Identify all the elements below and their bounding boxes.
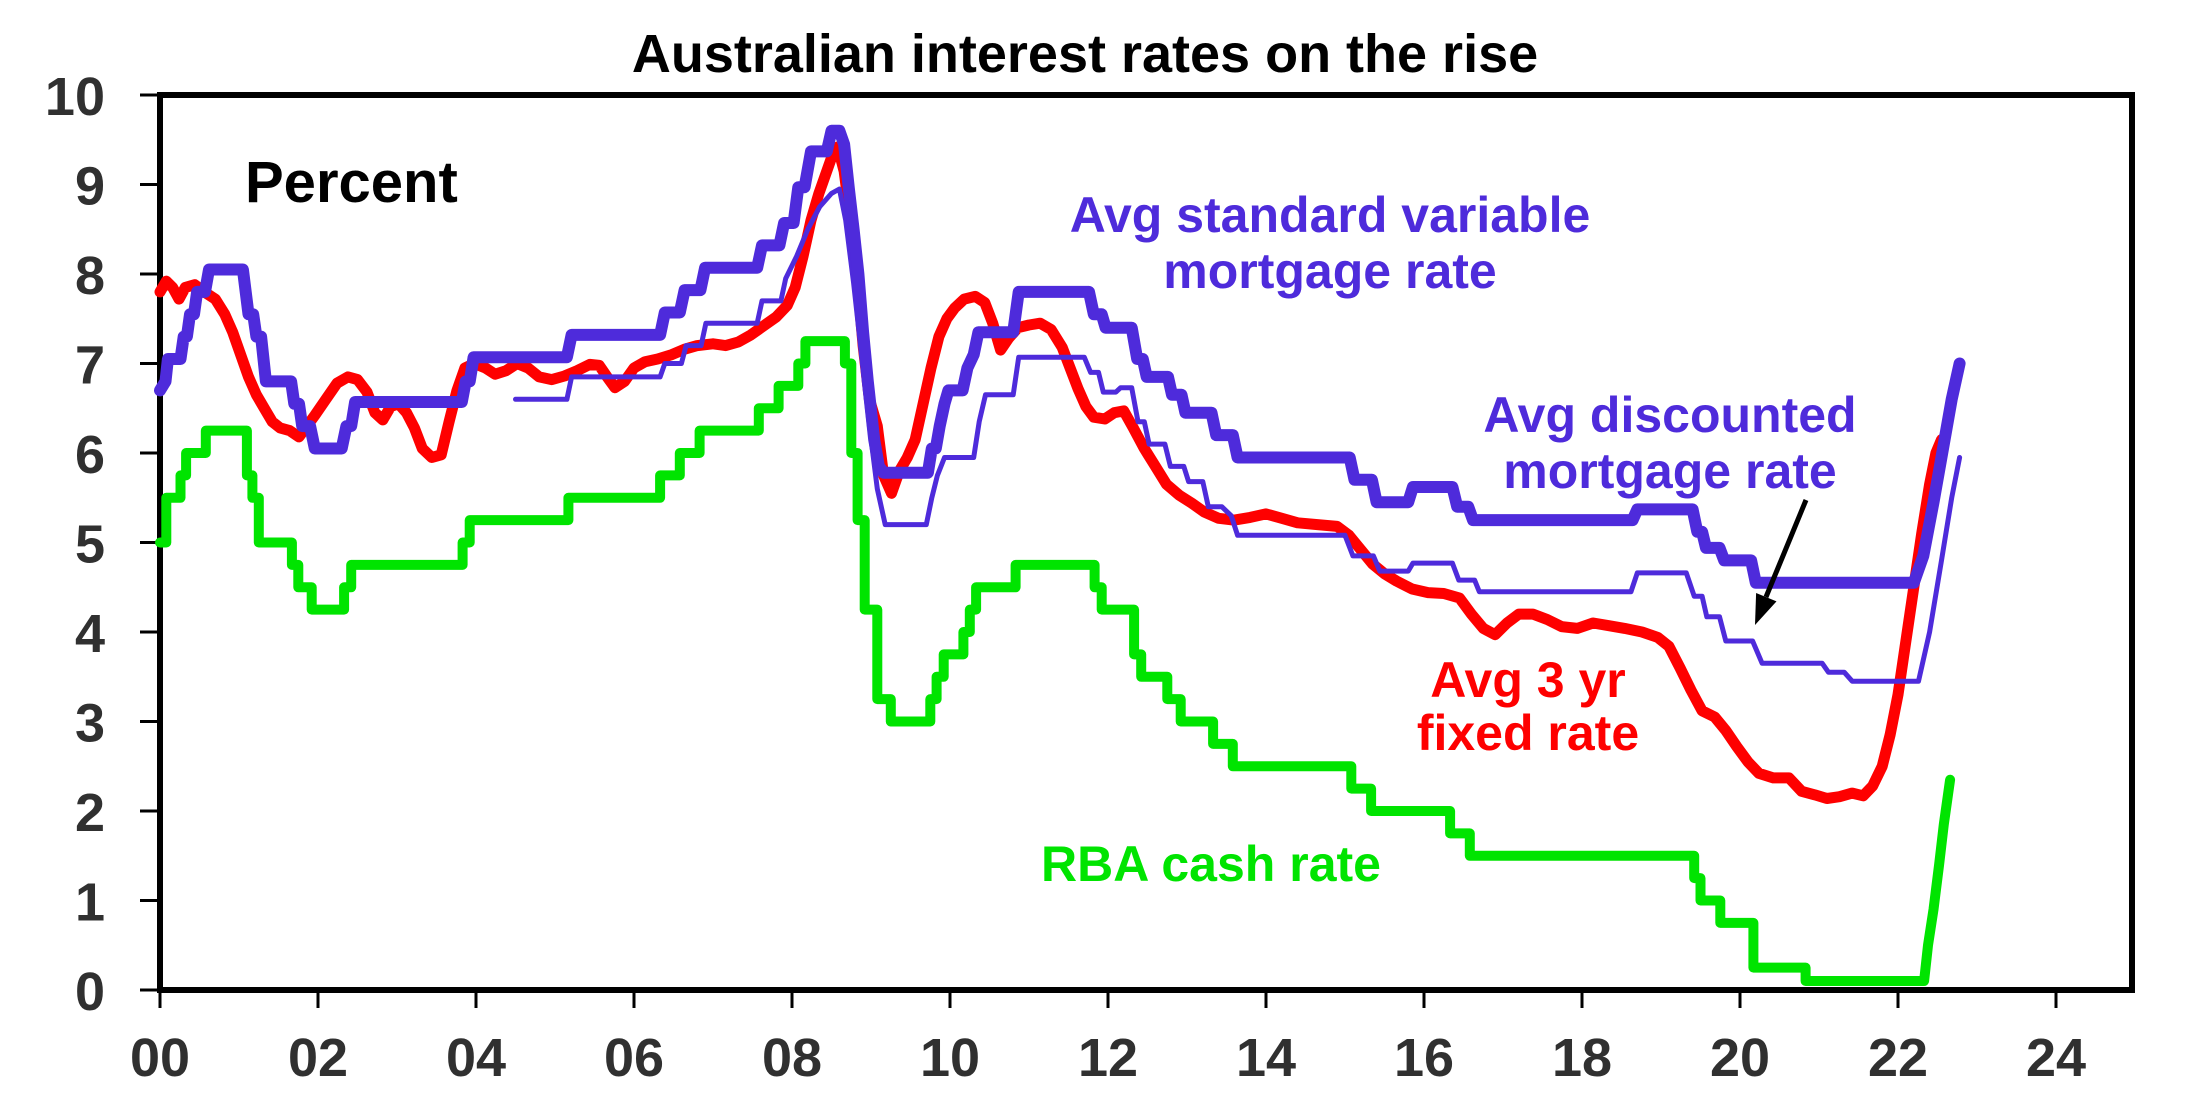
series-lines bbox=[154, 124, 1966, 986]
y-tick-label: 4 bbox=[75, 604, 105, 664]
x-tick-label: 14 bbox=[1236, 1028, 1296, 1088]
label-std-variable-line2: mortgage rate bbox=[1163, 243, 1496, 299]
x-tick-label: 10 bbox=[920, 1028, 980, 1088]
y-tick-label: 9 bbox=[75, 157, 105, 217]
x-tick-label: 02 bbox=[288, 1028, 348, 1088]
y-tick-label: 2 bbox=[75, 783, 105, 843]
series-avg-discounted-mortgage-rate bbox=[513, 186, 1963, 684]
y-tick-label: 7 bbox=[75, 336, 105, 396]
discounted-annotation-arrow bbox=[1755, 499, 1809, 625]
x-tick-label: 06 bbox=[604, 1028, 664, 1088]
label-discounted-line1: Avg discounted bbox=[1483, 387, 1856, 443]
x-tick-label: 16 bbox=[1394, 1028, 1454, 1088]
y-axis-unit-label: Percent bbox=[245, 150, 458, 215]
y-axis-ticks: 0 1 2 3 4 5 6 7 8 9 10 bbox=[45, 67, 160, 1022]
x-tick-label: 24 bbox=[2026, 1028, 2086, 1088]
series-rba-cash-rate bbox=[155, 336, 1956, 986]
x-tick-label: 08 bbox=[762, 1028, 822, 1088]
y-tick-label: 6 bbox=[75, 425, 105, 485]
y-tick-label: 8 bbox=[75, 246, 105, 306]
y-tick-label: 3 bbox=[75, 694, 105, 754]
chart-title: Australian interest rates on the rise bbox=[632, 24, 1538, 84]
y-tick-label: 5 bbox=[75, 515, 105, 575]
label-discounted-line2: mortgage rate bbox=[1503, 443, 1836, 499]
x-tick-label: 22 bbox=[1868, 1028, 1928, 1088]
series-avg-standard-variable-mortgage-rate bbox=[154, 124, 1966, 589]
x-tick-label: 00 bbox=[130, 1028, 190, 1088]
label-fixed-line1: Avg 3 yr bbox=[1430, 652, 1625, 708]
x-tick-label: 20 bbox=[1710, 1028, 1770, 1088]
y-tick-label: 0 bbox=[75, 962, 105, 1022]
x-axis-ticks: 00 02 04 06 08 10 12 14 16 18 20 22 24 bbox=[130, 990, 2086, 1088]
label-cash-rate: RBA cash rate bbox=[1041, 836, 1381, 892]
y-tick-label: 10 bbox=[45, 67, 105, 127]
x-tick-label: 18 bbox=[1552, 1028, 1612, 1088]
y-tick-label: 1 bbox=[75, 873, 105, 933]
x-tick-label: 04 bbox=[446, 1028, 506, 1088]
label-fixed-line2: fixed rate bbox=[1417, 705, 1639, 761]
x-tick-label: 12 bbox=[1078, 1028, 1138, 1088]
label-std-variable-line1: Avg standard variable bbox=[1070, 187, 1591, 243]
